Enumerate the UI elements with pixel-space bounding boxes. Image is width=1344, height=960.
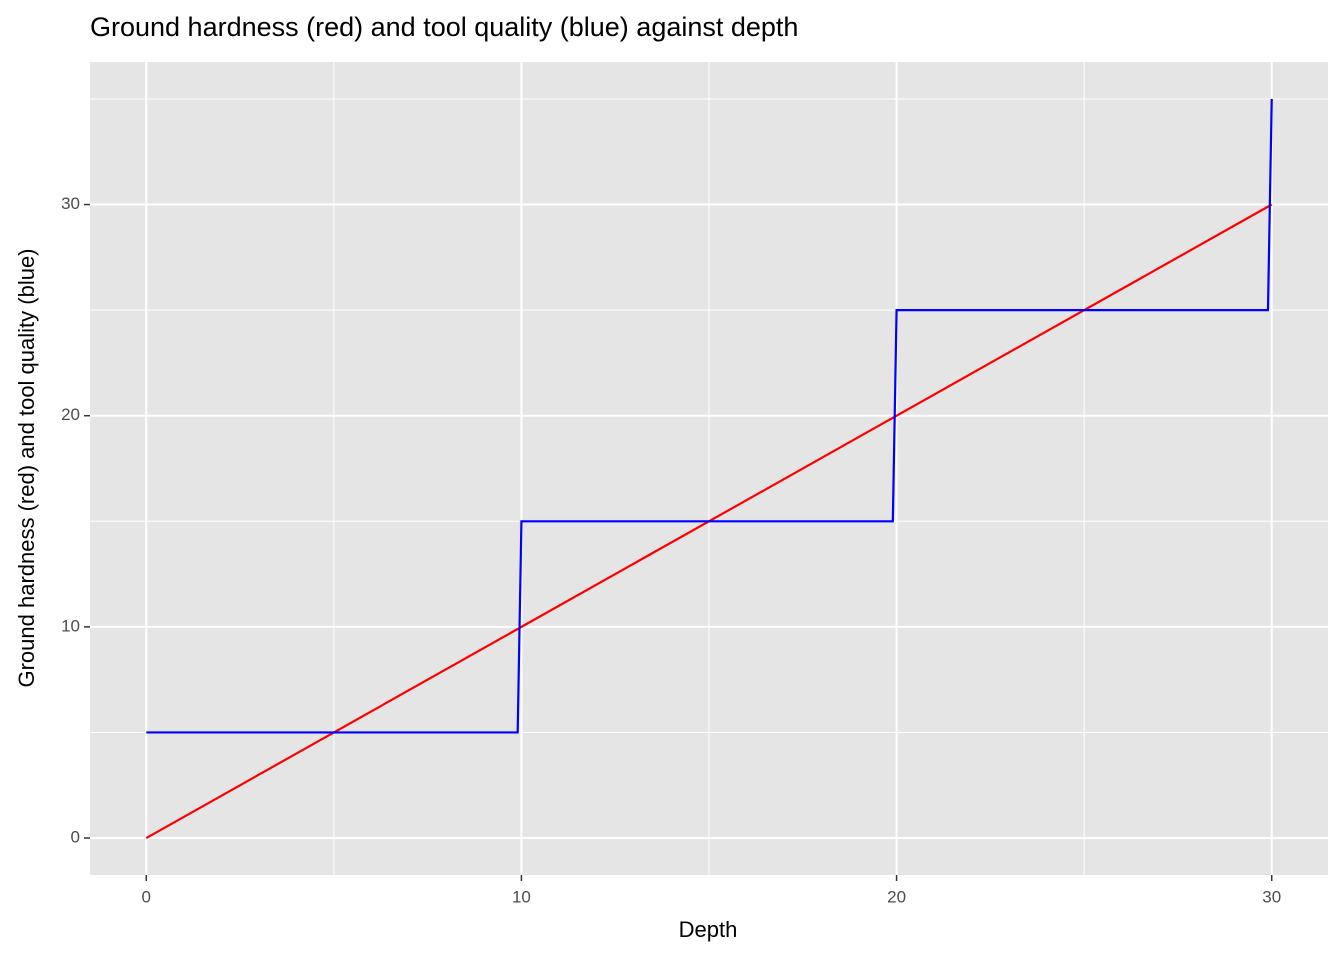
y-tick-label: 30: [61, 194, 80, 213]
x-tick-label: 30: [1262, 887, 1281, 906]
x-tick-label: 10: [512, 887, 531, 906]
y-tick-label: 10: [61, 616, 80, 635]
x-tick-label: 20: [887, 887, 906, 906]
y-axis-title: Ground hardness (red) and tool quality (…: [14, 248, 39, 687]
line-series: [146, 98, 1273, 734]
x-tick-label: 0: [142, 887, 151, 906]
x-axis-title: Depth: [679, 917, 738, 942]
chart-title: Ground hardness (red) and tool quality (…: [90, 12, 798, 42]
y-tick-label: 20: [61, 405, 80, 424]
y-tick-label: 0: [71, 828, 80, 847]
